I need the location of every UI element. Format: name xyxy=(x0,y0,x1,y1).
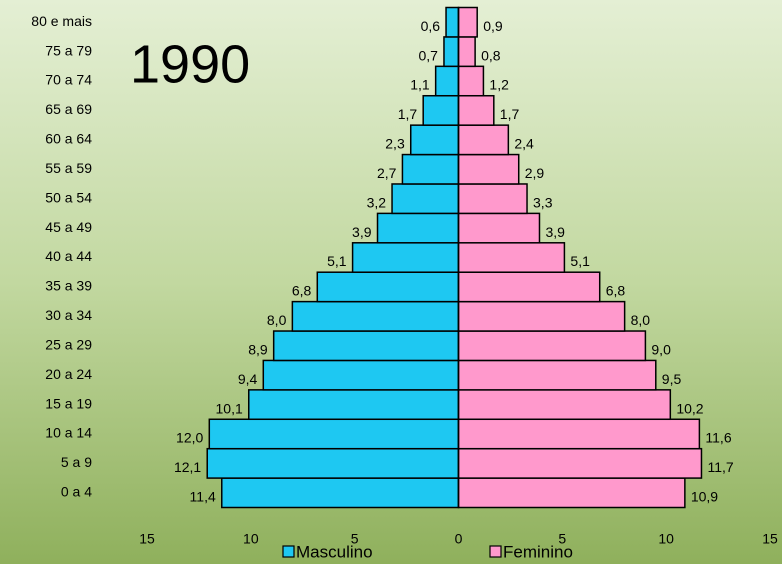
y-tick-label: 35 a 39 xyxy=(45,278,92,294)
data-label: 11,7 xyxy=(707,459,733,475)
bar xyxy=(457,65,485,97)
bar xyxy=(221,477,460,509)
data-label: 2,3 xyxy=(385,136,405,152)
y-tick-label: 70 a 74 xyxy=(45,72,92,88)
y-tick-label: 15 a 19 xyxy=(45,395,92,411)
y-tick-label: 45 a 49 xyxy=(45,219,92,235)
bar xyxy=(291,300,460,332)
data-label: 9,4 xyxy=(238,371,258,387)
data-label: 1,2 xyxy=(489,77,509,93)
x-tick-label: 15 xyxy=(762,531,778,547)
bar xyxy=(457,330,647,362)
legend-swatch xyxy=(489,545,502,558)
x-tick-label: 5 xyxy=(351,531,359,547)
bar xyxy=(457,212,541,244)
bar xyxy=(457,389,672,421)
data-label: 1,7 xyxy=(500,106,520,122)
bar xyxy=(457,300,626,332)
y-tick-label: 75 a 79 xyxy=(45,42,92,58)
data-label: 0,6 xyxy=(421,18,441,34)
bar xyxy=(316,271,460,303)
data-label: 6,8 xyxy=(606,283,626,299)
bar xyxy=(272,330,460,362)
bar xyxy=(422,94,460,126)
data-label: 2,4 xyxy=(514,136,534,152)
data-label: 3,9 xyxy=(352,224,372,240)
x-tick-label: 10 xyxy=(243,531,259,547)
bar xyxy=(434,65,460,97)
x-tick-label: 15 xyxy=(139,531,155,547)
y-tick-label: 20 a 24 xyxy=(45,366,92,382)
data-label: 8,0 xyxy=(631,312,651,328)
y-tick-label: 25 a 29 xyxy=(45,336,92,352)
x-tick-label: 5 xyxy=(558,531,566,547)
bar xyxy=(457,418,701,450)
bar xyxy=(457,242,566,273)
bar xyxy=(457,477,686,509)
y-tick-label: 40 a 44 xyxy=(45,248,92,264)
bar xyxy=(457,36,476,68)
legend-swatch xyxy=(282,545,295,558)
bar xyxy=(351,242,460,273)
data-label: 10,1 xyxy=(216,400,243,416)
y-tick-label: 30 a 34 xyxy=(45,307,92,323)
bar xyxy=(262,359,460,391)
data-label: 6,8 xyxy=(292,283,312,299)
data-label: 11,4 xyxy=(190,488,216,504)
bar xyxy=(457,271,601,303)
data-label: 0,7 xyxy=(418,47,438,63)
bar xyxy=(208,418,460,450)
bar xyxy=(457,153,520,185)
y-tick-label: 10 a 14 xyxy=(45,425,92,441)
x-tick-label: 0 xyxy=(455,531,463,547)
data-label: 9,0 xyxy=(651,341,671,357)
y-tick-label: 5 a 9 xyxy=(61,454,92,470)
bar xyxy=(443,36,460,68)
data-label: 5,1 xyxy=(327,253,347,269)
legend-label: Masculino xyxy=(296,542,373,561)
bar xyxy=(445,6,460,38)
bar xyxy=(457,447,703,479)
data-label: 9,5 xyxy=(662,371,682,387)
data-label: 12,0 xyxy=(176,430,203,446)
data-label: 2,9 xyxy=(525,165,545,181)
data-label: 10,2 xyxy=(676,400,703,416)
y-tick-label: 60 a 64 xyxy=(45,131,92,147)
legend-label: Feminino xyxy=(503,542,573,561)
bar xyxy=(457,94,495,126)
y-tick-label: 0 a 4 xyxy=(61,483,92,499)
data-label: 10,9 xyxy=(691,488,718,504)
data-label: 2,7 xyxy=(377,165,397,181)
y-tick-label: 65 a 69 xyxy=(45,101,92,117)
data-label: 12,1 xyxy=(174,459,201,475)
data-label: 8,0 xyxy=(267,312,287,328)
bar xyxy=(457,359,657,391)
data-label: 0,9 xyxy=(483,18,503,34)
annotation: 1990 xyxy=(130,34,250,94)
data-label: 3,2 xyxy=(367,194,387,210)
data-label: 11,6 xyxy=(705,430,731,446)
data-label: 0,8 xyxy=(481,47,501,63)
bar xyxy=(391,183,460,215)
bar xyxy=(248,389,460,421)
bar xyxy=(409,124,460,156)
bar xyxy=(457,124,510,156)
data-label: 3,9 xyxy=(545,224,565,240)
x-tick-label: 10 xyxy=(658,531,674,547)
bar xyxy=(401,153,460,185)
data-label: 1,7 xyxy=(398,106,418,122)
data-label: 3,3 xyxy=(533,194,553,210)
bar xyxy=(457,6,478,38)
y-tick-label: 50 a 54 xyxy=(45,189,92,205)
bar xyxy=(457,183,528,215)
bar xyxy=(206,447,460,479)
y-tick-label: 80 e mais xyxy=(31,13,92,29)
bar xyxy=(376,212,460,244)
data-label: 8,9 xyxy=(248,341,268,357)
data-label: 1,1 xyxy=(410,77,430,93)
data-label: 5,1 xyxy=(570,253,590,269)
y-tick-label: 55 a 59 xyxy=(45,160,92,176)
